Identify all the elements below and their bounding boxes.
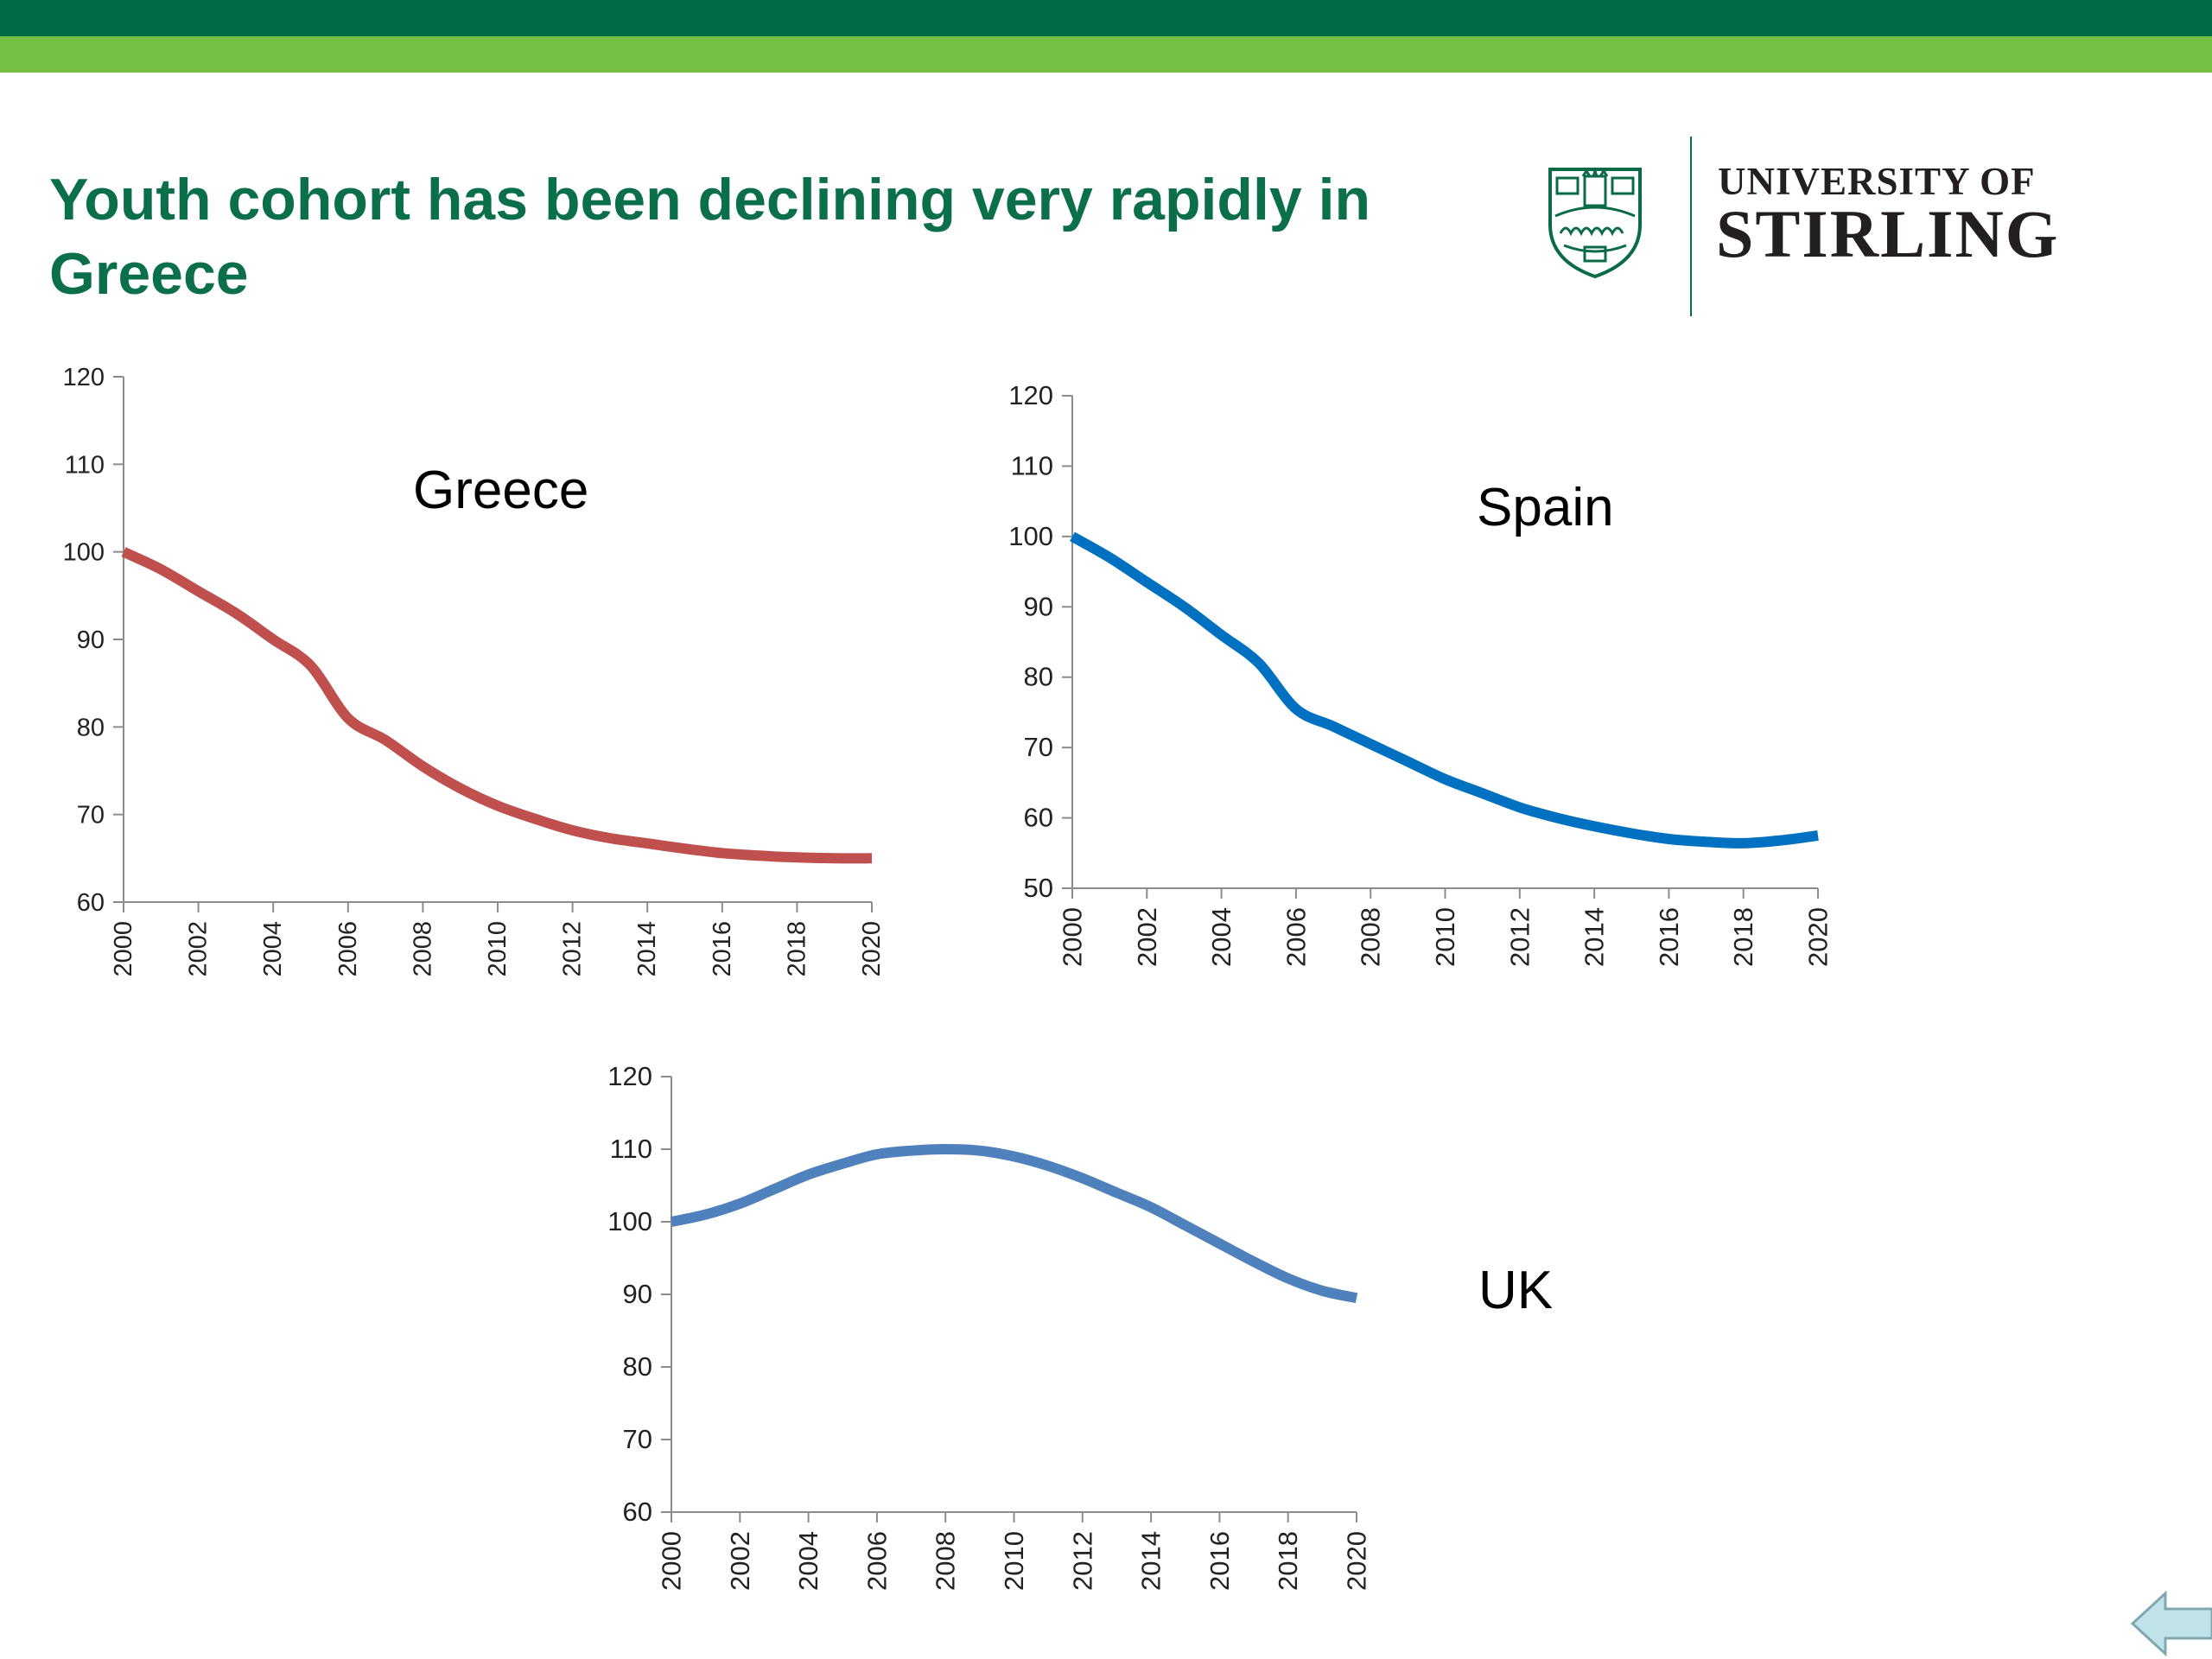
x-tick-label: 2000 xyxy=(110,921,137,977)
y-tick-label: 60 xyxy=(1024,803,1053,833)
x-tick-label: 2018 xyxy=(783,921,810,977)
back-arrow-shape[interactable] xyxy=(2130,1590,2212,1657)
y-tick-label: 60 xyxy=(623,1497,652,1527)
header-band-light xyxy=(0,36,2212,73)
series-line xyxy=(670,1144,1358,1304)
x-tick-label: 2016 xyxy=(1654,907,1684,967)
x-tick-label: 2008 xyxy=(1356,907,1386,967)
crest-icon xyxy=(1548,167,1642,279)
x-tick-label: 2012 xyxy=(1067,1531,1097,1591)
y-tick-label: 100 xyxy=(607,1206,652,1236)
logo-text-line1: UNIVERSITY OF xyxy=(1718,160,2036,203)
x-tick-label: 2016 xyxy=(709,921,736,977)
chart-annotation: Greece xyxy=(413,461,588,520)
x-tick-label: 2008 xyxy=(409,921,436,977)
y-tick-label: 110 xyxy=(610,1134,652,1164)
y-tick-label: 80 xyxy=(623,1351,652,1382)
y-tick-label: 90 xyxy=(77,626,105,654)
y-tick-label: 120 xyxy=(607,1061,652,1091)
logo-text-line2: STIRLING xyxy=(1716,196,2060,271)
x-tick-label: 2014 xyxy=(1580,907,1610,967)
y-tick-label: 90 xyxy=(623,1279,652,1309)
y-tick-label: 60 xyxy=(77,889,105,917)
y-tick-label: 100 xyxy=(1008,521,1053,551)
y-tick-label: 120 xyxy=(1008,380,1053,410)
x-tick-label: 2002 xyxy=(725,1531,755,1591)
y-tick-label: 70 xyxy=(623,1424,652,1454)
y-tick-label: 120 xyxy=(63,364,105,391)
y-tick-label: 50 xyxy=(1024,873,1053,903)
back-arrow-icon[interactable] xyxy=(2126,1588,2212,1659)
x-tick-label: 2002 xyxy=(1132,907,1162,967)
x-tick-label: 2012 xyxy=(559,921,587,977)
x-tick-label: 2020 xyxy=(858,921,886,977)
x-tick-label: 2018 xyxy=(1273,1531,1303,1591)
y-tick-label: 110 xyxy=(65,451,105,479)
university-logo: UNIVERSITY OF STIRLING xyxy=(1545,137,2098,318)
x-tick-label: 2010 xyxy=(1430,907,1460,967)
y-tick-label: 70 xyxy=(77,802,105,830)
x-tick-label: 2006 xyxy=(334,921,362,977)
x-tick-label: 2004 xyxy=(793,1531,823,1591)
uk-chart: 60 70 80 90 100 110 120 2000 2002 2004 2006 2008 201… xyxy=(607,1061,1553,1591)
chart-annotation: Spain xyxy=(1477,478,1614,537)
header-band-dark xyxy=(0,0,2212,36)
x-tick-label: 2000 xyxy=(657,1531,687,1591)
y-tick-label: 110 xyxy=(1011,450,1053,480)
logo-divider xyxy=(1690,137,1692,316)
x-tick-label: 2000 xyxy=(1058,907,1088,967)
slide-title: Youth cohort has been declining very rap… xyxy=(49,167,1371,307)
series-line xyxy=(1070,531,1819,849)
x-tick-label: 2006 xyxy=(1281,907,1311,967)
x-tick-label: 2020 xyxy=(1342,1531,1372,1591)
y-tick-label: 90 xyxy=(1024,591,1053,621)
x-tick-label: 2014 xyxy=(1136,1531,1166,1591)
greece-chart: 60 70 80 90 100 110 120 2000 2002 2004 2006 2008 201… xyxy=(63,364,886,977)
x-tick-label: 2006 xyxy=(861,1531,892,1591)
spain-chart: 50 60 70 80 90 100 110 120 2000 2002 2004 2006 2008 2… xyxy=(1008,380,1834,967)
chart-annotation: UK xyxy=(1478,1261,1553,1320)
x-tick-label: 2016 xyxy=(1205,1531,1235,1591)
x-tick-label: 2010 xyxy=(484,921,512,977)
y-tick-label: 70 xyxy=(1024,732,1053,762)
x-tick-label: 2002 xyxy=(185,921,213,977)
x-tick-label: 2020 xyxy=(1803,907,1834,967)
x-tick-label: 2004 xyxy=(259,921,287,977)
y-tick-label: 100 xyxy=(63,539,105,567)
x-tick-label: 2008 xyxy=(931,1531,961,1591)
x-tick-label: 2014 xyxy=(633,921,661,977)
series-line xyxy=(121,547,873,864)
x-tick-label: 2010 xyxy=(999,1531,1029,1591)
y-tick-label: 80 xyxy=(77,714,105,741)
x-tick-label: 2004 xyxy=(1206,907,1236,967)
x-tick-label: 2012 xyxy=(1504,907,1535,967)
y-tick-label: 80 xyxy=(1024,662,1053,692)
x-tick-label: 2018 xyxy=(1728,907,1758,967)
